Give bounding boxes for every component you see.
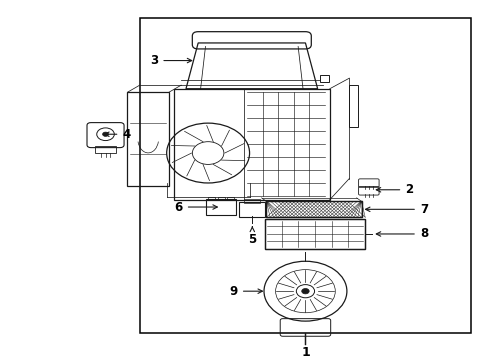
Circle shape [102,132,108,136]
Text: 7: 7 [365,203,427,216]
Circle shape [296,285,314,298]
Bar [320,75,328,82]
Bar [227,197,234,201]
Bar [266,201,361,217]
Bar [140,18,470,333]
Text: 2: 2 [375,183,412,196]
Bar [244,199,260,203]
Circle shape [301,288,308,294]
Bar [264,219,364,249]
Bar [208,197,215,201]
Text: 1: 1 [301,346,309,359]
Bar [173,89,329,200]
Bar [266,201,361,217]
Text: 5: 5 [248,227,256,246]
Text: 3: 3 [150,54,191,67]
Text: 6: 6 [174,201,217,213]
Text: 8: 8 [375,228,427,240]
Text: 4: 4 [104,128,130,141]
Bar [218,197,224,201]
Text: 9: 9 [229,285,262,298]
Bar [127,92,168,185]
Bar [264,219,364,249]
Bar [348,85,357,127]
Bar [95,146,116,153]
